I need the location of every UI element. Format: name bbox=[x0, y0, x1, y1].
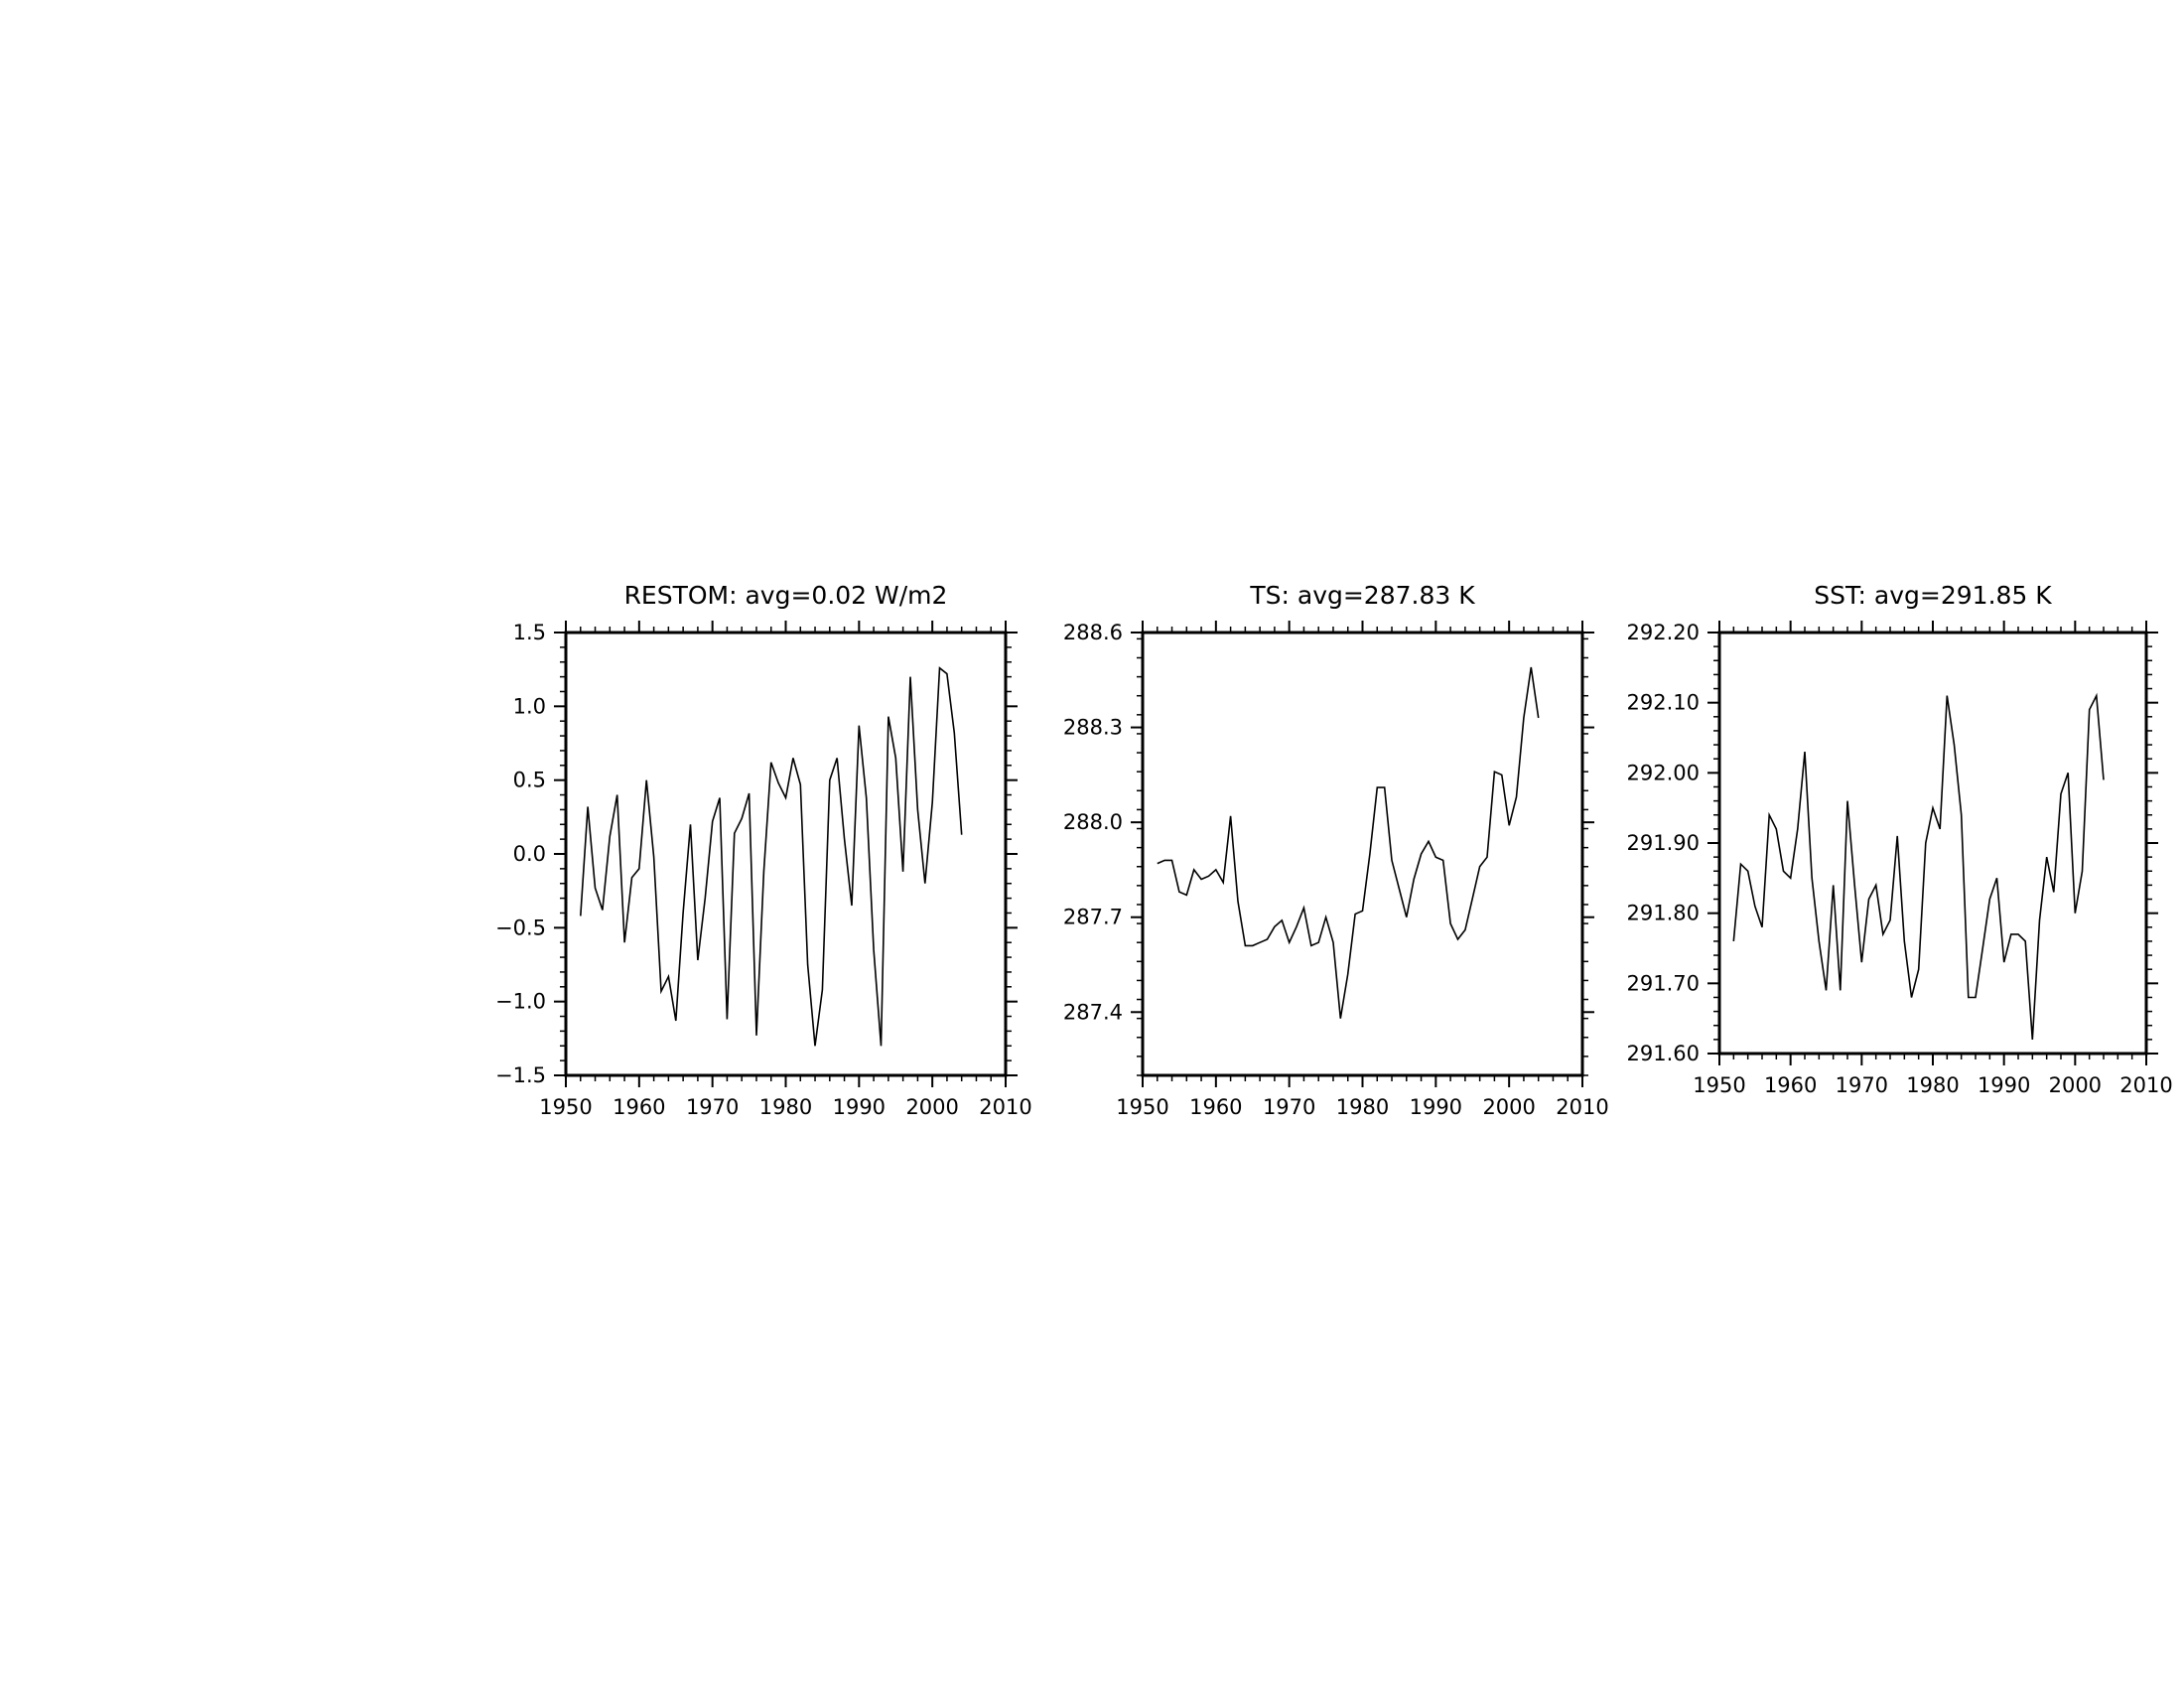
y-tick-label: 292.10 bbox=[1627, 691, 1700, 715]
x-tick-label: 1980 bbox=[759, 1095, 812, 1119]
plot-frame bbox=[1717, 631, 2148, 1056]
x-tick-label: 1960 bbox=[1764, 1073, 1817, 1097]
x-tick-label: 2010 bbox=[1556, 1095, 1608, 1119]
x-tick-label: 1970 bbox=[686, 1095, 739, 1119]
chart-panel-2: 1950 1960 1970 1980 1990 2000 2010 287.4 287.7 28… bbox=[1063, 581, 1609, 1119]
y-tick-label: 291.60 bbox=[1627, 1042, 1700, 1065]
y-tick-label: −1.0 bbox=[495, 990, 546, 1014]
y-tick-label: 287.4 bbox=[1063, 1000, 1123, 1024]
x-tick-label: 2010 bbox=[2119, 1073, 2172, 1097]
x-tick-label: 1960 bbox=[1189, 1095, 1242, 1119]
x-tick-label: 2000 bbox=[2049, 1073, 2102, 1097]
y-tick-label: 288.6 bbox=[1063, 621, 1123, 644]
x-tick-label: 1970 bbox=[1836, 1073, 1888, 1097]
series-line bbox=[1157, 666, 1540, 1019]
y-tick-label: 288.0 bbox=[1063, 810, 1123, 834]
y-tick-label: −1.5 bbox=[495, 1063, 546, 1087]
series-line bbox=[1732, 692, 2105, 1040]
y-tick-label: 0.5 bbox=[513, 769, 546, 792]
x-tick-label: 1990 bbox=[1978, 1073, 2030, 1097]
x-tick-label: 1980 bbox=[1906, 1073, 1959, 1097]
x-tick-label: 2000 bbox=[905, 1095, 958, 1119]
chart-panel-1: 1950 1960 1970 1980 1990 2000 2010 −1.5 −1.0 −0.5… bbox=[495, 581, 1032, 1119]
y-tick-label: 1.0 bbox=[513, 694, 546, 718]
x-tick-label: 1970 bbox=[1263, 1095, 1315, 1119]
x-tick-label: 1950 bbox=[1116, 1095, 1168, 1119]
chart-title: TS: avg=287.83 K bbox=[1249, 581, 1475, 610]
chart-title: RESTOM: avg=0.02 W/m2 bbox=[624, 581, 948, 610]
y-tick-label: 291.80 bbox=[1627, 902, 1700, 925]
series-line bbox=[580, 666, 963, 1047]
y-tick-label: 288.3 bbox=[1063, 716, 1123, 740]
chart-title: SST: avg=291.85 K bbox=[1814, 581, 2052, 610]
x-tick-label: 1980 bbox=[1336, 1095, 1389, 1119]
x-tick-label: 1990 bbox=[1410, 1095, 1462, 1119]
x-tick-label: 1950 bbox=[1693, 1073, 1745, 1097]
y-tick-label: 0.0 bbox=[513, 842, 546, 866]
plot-frame bbox=[564, 631, 1008, 1077]
y-tick-label: 292.20 bbox=[1627, 621, 1700, 644]
y-tick-label: 291.70 bbox=[1627, 971, 1700, 995]
x-tick-label: 1960 bbox=[613, 1095, 665, 1119]
plot-frame bbox=[1141, 631, 1584, 1077]
y-tick-label: −0.5 bbox=[495, 916, 546, 939]
x-tick-label: 1990 bbox=[833, 1095, 886, 1119]
y-tick-label: 291.90 bbox=[1627, 831, 1700, 855]
y-tick-label: 292.00 bbox=[1627, 761, 1700, 784]
x-tick-label: 1950 bbox=[539, 1095, 592, 1119]
x-tick-label: 2010 bbox=[979, 1095, 1031, 1119]
x-tick-label: 2000 bbox=[1482, 1095, 1535, 1119]
chart-panel-3: 1950 1960 1970 1980 1990 2000 2010 291.60 291.70… bbox=[1627, 581, 2173, 1097]
y-tick-label: 1.5 bbox=[513, 621, 546, 644]
y-tick-label: 287.7 bbox=[1063, 906, 1123, 929]
